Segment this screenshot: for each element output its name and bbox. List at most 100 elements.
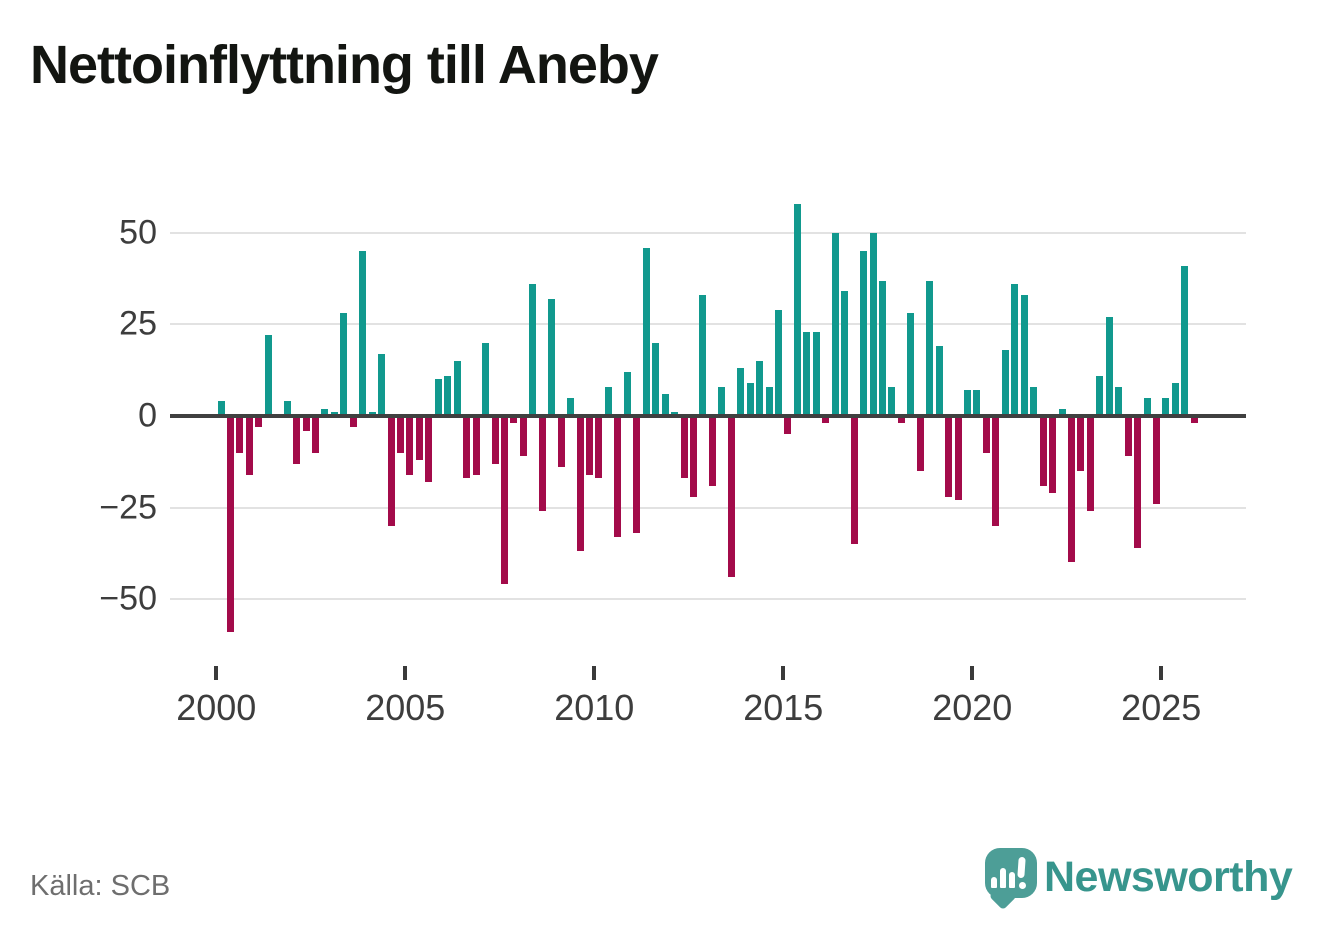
bar-2010Q1	[595, 416, 603, 479]
bar-2003Q4	[359, 251, 367, 416]
bar-2025Q1	[1162, 397, 1170, 416]
bar-2002Q3	[311, 416, 319, 453]
gridline-y--50	[170, 598, 1246, 601]
x-axis-label-2000: 2000	[176, 687, 257, 728]
bar-2017Q2	[869, 232, 877, 416]
bar-2022Q4	[1077, 416, 1085, 471]
bar-2023Q3	[1105, 317, 1113, 416]
x-axis-label-2025: 2025	[1121, 687, 1202, 728]
bar-2021Q1	[1011, 284, 1019, 416]
bar-2010Q2	[604, 386, 612, 416]
bar-2005Q2	[415, 416, 423, 460]
bar-2024Q2	[1134, 416, 1142, 548]
bar-2025Q4	[1190, 416, 1198, 424]
bar-2021Q2	[1020, 295, 1028, 416]
bar-2021Q3	[1030, 386, 1038, 416]
bar-2019Q3	[954, 416, 962, 501]
bar-2019Q2	[945, 416, 953, 497]
bar-2016Q2	[831, 232, 839, 416]
bar-2022Q3	[1067, 416, 1075, 563]
bar-2008Q2	[529, 284, 537, 416]
bar-2010Q3	[614, 416, 622, 537]
bar-2003Q2	[340, 313, 348, 416]
bar-2003Q3	[349, 416, 357, 427]
bar-2024Q1	[1124, 416, 1132, 457]
bar-2014Q2	[756, 361, 764, 416]
bar-2002Q1	[293, 416, 301, 464]
x-axis-tick-2005	[403, 666, 408, 680]
bar-2015Q1	[784, 416, 792, 435]
bar-2001Q4	[283, 401, 291, 416]
newsworthy-logo-icon	[982, 846, 1042, 914]
bar-2000Q1	[217, 401, 225, 416]
x-axis-tick-2000	[214, 666, 219, 680]
bar-2014Q3	[765, 386, 773, 416]
bar-2011Q2	[642, 247, 650, 416]
x-axis-tick-2015	[781, 666, 786, 680]
bar-2018Q2	[907, 313, 915, 416]
bar-2008Q3	[538, 416, 546, 512]
x-axis-label-2015: 2015	[743, 687, 824, 728]
bar-2020Q1	[973, 390, 981, 416]
bar-2018Q1	[897, 416, 905, 424]
bar-2013Q1	[708, 416, 716, 486]
bar-2012Q3	[689, 416, 697, 497]
bar-2004Q2	[378, 353, 386, 416]
bar-2000Q2	[226, 416, 234, 633]
bar-2007Q3	[500, 416, 508, 585]
bar-2018Q4	[926, 280, 934, 416]
y-axis-label: −50	[99, 579, 157, 618]
logo-chart-bar-icon	[991, 877, 997, 888]
bar-2023Q4	[1115, 386, 1123, 416]
bar-2014Q4	[775, 309, 783, 416]
bar-2011Q3	[652, 342, 660, 416]
y-axis-label: 50	[119, 213, 157, 252]
bar-2009Q2	[567, 397, 575, 416]
bar-2006Q4	[472, 416, 480, 475]
bar-2017Q1	[860, 251, 868, 416]
gridline-y-50	[170, 231, 1246, 234]
bar-2020Q3	[992, 416, 1000, 526]
gridline-y-25	[170, 323, 1246, 326]
bar-2024Q3	[1143, 397, 1151, 416]
bar-2009Q3	[576, 416, 584, 552]
bar-2015Q2	[793, 203, 801, 416]
bar-2022Q1	[1049, 416, 1057, 493]
bar-2001Q1	[255, 416, 263, 427]
bar-2015Q3	[803, 331, 811, 416]
x-axis-label-2010: 2010	[554, 687, 635, 728]
bar-2001Q2	[264, 335, 272, 416]
y-axis-label: 0	[138, 396, 157, 435]
bar-2006Q1	[444, 375, 452, 416]
bar-2000Q4	[245, 416, 253, 475]
bar-2025Q3	[1181, 265, 1189, 416]
bar-2002Q4	[321, 408, 329, 416]
bar-2017Q4	[888, 386, 896, 416]
y-axis-label: −25	[99, 488, 157, 527]
bar-2022Q2	[1058, 408, 1066, 416]
bar-2013Q3	[727, 416, 735, 578]
logo-exclamation-dot-icon	[1019, 882, 1026, 889]
bar-2016Q3	[841, 291, 849, 416]
x-axis-tick-2020	[970, 666, 975, 680]
source-caption: Källa: SCB	[30, 870, 171, 902]
bar-2009Q1	[557, 416, 565, 468]
y-axis-label: 25	[119, 304, 157, 343]
bar-2010Q4	[623, 372, 631, 416]
bar-2020Q2	[982, 416, 990, 453]
bar-2016Q1	[822, 416, 830, 424]
x-axis-tick-2025	[1159, 666, 1164, 680]
page-title: Nettoinflyttning till Aneby	[30, 35, 659, 95]
bar-2005Q3	[425, 416, 433, 482]
bar-2019Q4	[964, 390, 971, 416]
bar-2023Q2	[1096, 375, 1104, 416]
bar-2013Q4	[737, 368, 745, 416]
x-axis-tick-2010	[592, 666, 597, 680]
logo-chart-bar-icon	[1009, 872, 1015, 888]
bar-2004Q3	[387, 416, 395, 526]
bar-2023Q1	[1086, 416, 1094, 512]
bar-2014Q1	[746, 383, 754, 416]
bar-2025Q2	[1171, 383, 1179, 416]
bar-2000Q3	[236, 416, 244, 453]
